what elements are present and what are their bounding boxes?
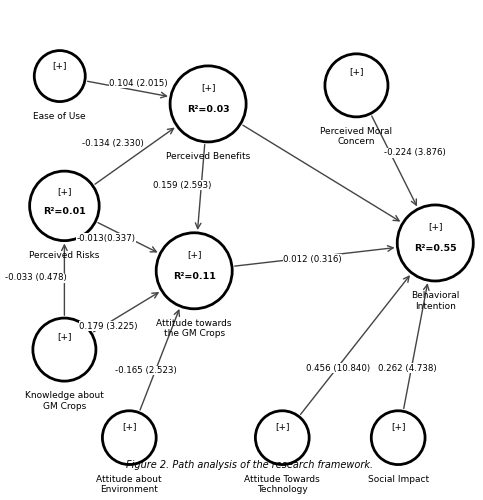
Text: 0.159 (2.593): 0.159 (2.593): [154, 180, 212, 190]
Text: Perceived Benefits: Perceived Benefits: [166, 152, 250, 161]
Text: 0.104 (2.015): 0.104 (2.015): [109, 78, 168, 88]
Text: -0.224 (3.876): -0.224 (3.876): [384, 148, 445, 157]
Text: Behavioral
Intention: Behavioral Intention: [411, 291, 459, 310]
Circle shape: [256, 411, 309, 465]
Text: 0.262 (4.738): 0.262 (4.738): [378, 364, 437, 372]
Text: Attitude Towards
Technology: Attitude Towards Technology: [244, 475, 320, 494]
Text: Attitude about
Environment: Attitude about Environment: [97, 475, 162, 494]
Text: R²=0.01: R²=0.01: [43, 206, 86, 216]
Text: [+]: [+]: [349, 68, 364, 76]
Text: [+]: [+]: [57, 187, 71, 196]
Text: Ease of Use: Ease of Use: [33, 112, 86, 121]
Circle shape: [371, 411, 425, 465]
Text: [+]: [+]: [201, 84, 215, 92]
Circle shape: [156, 233, 232, 309]
Circle shape: [397, 205, 473, 281]
Circle shape: [29, 171, 99, 240]
Text: Perceived Risks: Perceived Risks: [29, 251, 99, 260]
Text: 0.179 (3.225): 0.179 (3.225): [79, 322, 138, 331]
Circle shape: [34, 50, 85, 102]
Circle shape: [325, 54, 388, 117]
Text: Social Impact: Social Impact: [368, 475, 429, 484]
Text: [+]: [+]: [122, 422, 137, 431]
Text: -0.013(0.337): -0.013(0.337): [77, 234, 136, 243]
Text: -0.165 (2.523): -0.165 (2.523): [114, 366, 176, 375]
Text: [+]: [+]: [391, 422, 405, 431]
Text: R²=0.55: R²=0.55: [414, 244, 456, 253]
Text: Figure 2. Path analysis of the research framework.: Figure 2. Path analysis of the research …: [126, 460, 373, 470]
Circle shape: [33, 318, 96, 381]
Text: [+]: [+]: [428, 222, 442, 232]
Text: 0.456 (10.840): 0.456 (10.840): [306, 364, 370, 372]
Text: [+]: [+]: [57, 332, 71, 341]
Circle shape: [102, 411, 156, 465]
Circle shape: [170, 66, 246, 142]
Text: -0.134 (2.330): -0.134 (2.330): [82, 139, 144, 148]
Text: Attitude towards
the GM Crops: Attitude towards the GM Crops: [156, 319, 232, 338]
Text: [+]: [+]: [53, 61, 67, 70]
Text: R²=0.11: R²=0.11: [173, 272, 215, 281]
Text: R²=0.03: R²=0.03: [187, 105, 229, 114]
Text: Perceived Moral
Concern: Perceived Moral Concern: [320, 127, 393, 146]
Text: [+]: [+]: [275, 422, 289, 431]
Text: Knowledge about
GM Crops: Knowledge about GM Crops: [25, 392, 104, 410]
Text: [+]: [+]: [187, 250, 201, 260]
Text: -0.033 (0.478): -0.033 (0.478): [5, 273, 67, 282]
Text: 0.012 (0.316): 0.012 (0.316): [283, 254, 341, 264]
